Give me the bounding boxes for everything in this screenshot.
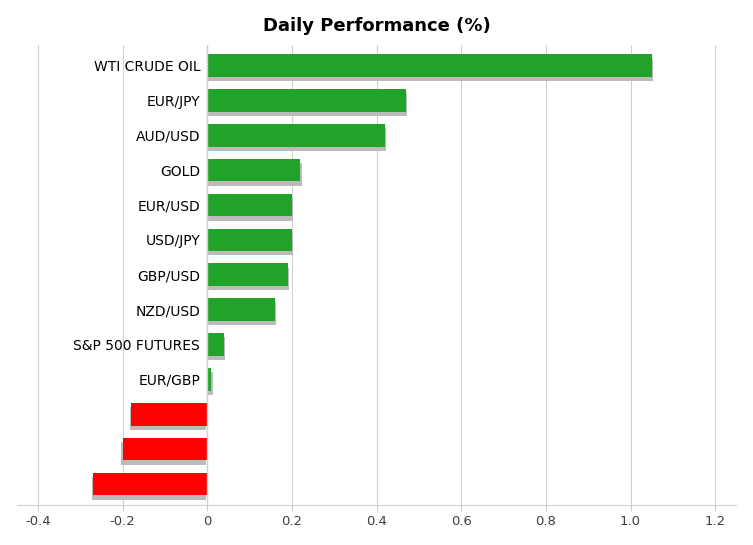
Bar [209,58,653,81]
Bar [207,228,292,251]
Bar [209,268,289,290]
Bar [123,438,207,461]
Bar [209,163,301,186]
Bar [209,233,293,256]
Bar [207,124,385,147]
Bar [207,333,224,356]
Bar [131,403,207,426]
Bar [209,337,225,360]
Bar [121,442,206,465]
Bar [209,93,407,116]
Bar [207,89,406,112]
Bar [207,54,651,77]
Title: Daily Performance (%): Daily Performance (%) [263,17,490,35]
Bar [93,473,207,495]
Bar [207,368,212,391]
Bar [209,198,293,221]
Bar [92,477,206,500]
Bar [207,193,292,216]
Bar [209,302,276,325]
Bar [130,407,206,430]
Bar [207,159,300,181]
Bar [207,263,288,286]
Bar [209,372,212,395]
Bar [209,128,386,151]
Bar [207,298,275,321]
